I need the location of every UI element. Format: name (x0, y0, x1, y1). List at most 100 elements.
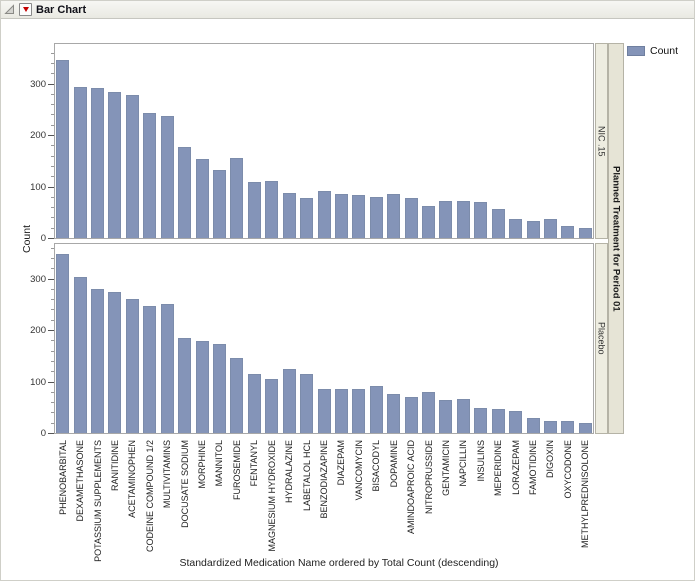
bar-phenobarbital[interactable] (56, 60, 70, 238)
legend-count-swatch[interactable] (627, 46, 645, 56)
x-axis-title: Standardized Medication Name ordered by … (179, 557, 499, 569)
bar-mannitol[interactable] (212, 170, 226, 238)
bar-vancomycin[interactable] (352, 389, 366, 433)
bar-mannitol[interactable] (212, 344, 226, 433)
x-axis-category-label: MULTIVITAMINS (162, 440, 172, 509)
bar-dexamethasone[interactable] (73, 87, 87, 238)
bar-meperidine[interactable] (491, 409, 505, 433)
bar-morphine[interactable] (195, 341, 209, 433)
bar-furosemide[interactable] (230, 158, 244, 238)
bar-potassium-supplements[interactable] (91, 88, 105, 238)
bar-nitroprusside[interactable] (422, 392, 436, 433)
y-axis-minor-tick (51, 392, 54, 393)
bar-napcillin[interactable] (456, 399, 470, 433)
bar-magnesium-hydroxide[interactable] (265, 379, 279, 433)
bar-hydralazine[interactable] (282, 193, 296, 238)
bar-ranitidine[interactable] (108, 92, 122, 238)
y-axis-major-tick (48, 84, 54, 85)
y-axis-minor-tick (51, 351, 54, 352)
bar-bisacodyl[interactable] (369, 386, 383, 433)
y-axis-major-tick (48, 433, 54, 434)
disclosure-triangle-icon[interactable] (4, 4, 15, 15)
bar-labetalol-hcl[interactable] (300, 198, 314, 238)
bar-benzodiazapine[interactable] (317, 191, 331, 238)
bar-dopamine[interactable] (387, 394, 401, 433)
y-axis-minor-tick (51, 114, 54, 115)
x-axis-category-label: DOPAMINE (389, 440, 399, 488)
bar-meperidine[interactable] (491, 209, 505, 238)
panel-label-nic15: NIC .15 (596, 125, 607, 157)
x-axis-category-label: MANNITOL (214, 440, 224, 487)
report-header: Bar Chart (1, 1, 694, 19)
bar-amindoaproic-acid[interactable] (404, 397, 418, 433)
bar-acetaminophen[interactable] (125, 95, 139, 238)
x-axis-category-label: MAGNESIUM HYDROXIDE (267, 440, 277, 552)
bar-diazepam[interactable] (334, 389, 348, 433)
bar-gentamicin[interactable] (439, 201, 453, 238)
y-axis-minor-tick (51, 320, 54, 321)
bar-insulins[interactable] (474, 202, 488, 238)
bar-docusate-sodium[interactable] (178, 147, 192, 238)
x-axis-category-label: RANITIDINE (110, 440, 120, 492)
bar-multivitamins[interactable] (160, 304, 174, 433)
bar-oxycodone[interactable] (561, 421, 575, 433)
bar-methylprednisolone[interactable] (578, 423, 592, 433)
bar-lorazepam[interactable] (509, 219, 523, 238)
panel-strip-nic15[interactable]: NIC .15 (595, 43, 608, 239)
bar-benzodiazapine[interactable] (317, 389, 331, 433)
bar-methylprednisolone[interactable] (578, 228, 592, 238)
bar-napcillin[interactable] (456, 201, 470, 238)
bar-magnesium-hydroxide[interactable] (265, 181, 279, 238)
y-axis-tick-label: 100 (30, 182, 46, 193)
bar-vancomycin[interactable] (352, 195, 366, 238)
bar-bisacodyl[interactable] (369, 197, 383, 238)
bar-lorazepam[interactable] (509, 411, 523, 433)
bar-fentanyl[interactable] (247, 182, 261, 238)
bar-ranitidine[interactable] (108, 292, 122, 433)
bar-gentamicin[interactable] (439, 400, 453, 433)
bar-docusate-sodium[interactable] (178, 338, 192, 433)
y-axis-tick-label: 200 (30, 130, 46, 141)
bar-digoxin[interactable] (543, 421, 557, 433)
panel-strip-placebo[interactable]: Placebo (595, 243, 608, 434)
y-axis-tick-label: 200 (30, 325, 46, 336)
bar-amindoaproic-acid[interactable] (404, 198, 418, 238)
bar-famotidine[interactable] (526, 418, 540, 433)
bar-oxycodone[interactable] (561, 226, 575, 238)
bar-insulins[interactable] (474, 408, 488, 433)
y-axis-minor-tick (51, 361, 54, 362)
bar-potassium-supplements[interactable] (91, 289, 105, 433)
bar-acetaminophen[interactable] (125, 299, 139, 433)
bar-multivitamins[interactable] (160, 116, 174, 238)
bar-hydralazine[interactable] (282, 369, 296, 433)
red-triangle-menu-button[interactable] (19, 3, 32, 16)
x-axis-category-label: INSULINS (476, 440, 486, 482)
y-axis-minor-tick (51, 73, 54, 74)
x-axis-category-label: BENZODIAZAPINE (319, 440, 329, 519)
y-axis-minor-tick (51, 412, 54, 413)
bar-dexamethasone[interactable] (73, 277, 87, 433)
bar-labetalol-hcl[interactable] (300, 374, 314, 433)
y-axis-minor-tick (51, 299, 54, 300)
bar-famotidine[interactable] (526, 221, 540, 238)
bar-dopamine[interactable] (387, 194, 401, 238)
bar-phenobarbital[interactable] (56, 254, 70, 433)
x-axis-category-label: PHENOBARBITAL (58, 440, 68, 515)
bar-nitroprusside[interactable] (422, 206, 436, 238)
panel-group-strip[interactable]: Planned Treatment for Period 01 (608, 43, 624, 434)
x-axis-category-label: VANCOMYCIN (354, 440, 364, 501)
x-axis-category-label: MEPERIDINE (493, 440, 503, 497)
x-axis-category-label: NAPCILLIN (458, 440, 468, 487)
bar-fentanyl[interactable] (247, 374, 261, 433)
bar-codeine-compound-1-2[interactable] (143, 306, 157, 433)
bar-furosemide[interactable] (230, 358, 244, 433)
panel-placebo (54, 243, 594, 434)
red-triangle-icon (22, 7, 29, 12)
bar-morphine[interactable] (195, 159, 209, 238)
bar-digoxin[interactable] (543, 219, 557, 238)
y-axis-minor-tick (51, 156, 54, 157)
y-axis-minor-tick (51, 53, 54, 54)
bar-codeine-compound-1-2[interactable] (143, 113, 157, 238)
bar-diazepam[interactable] (334, 194, 348, 238)
